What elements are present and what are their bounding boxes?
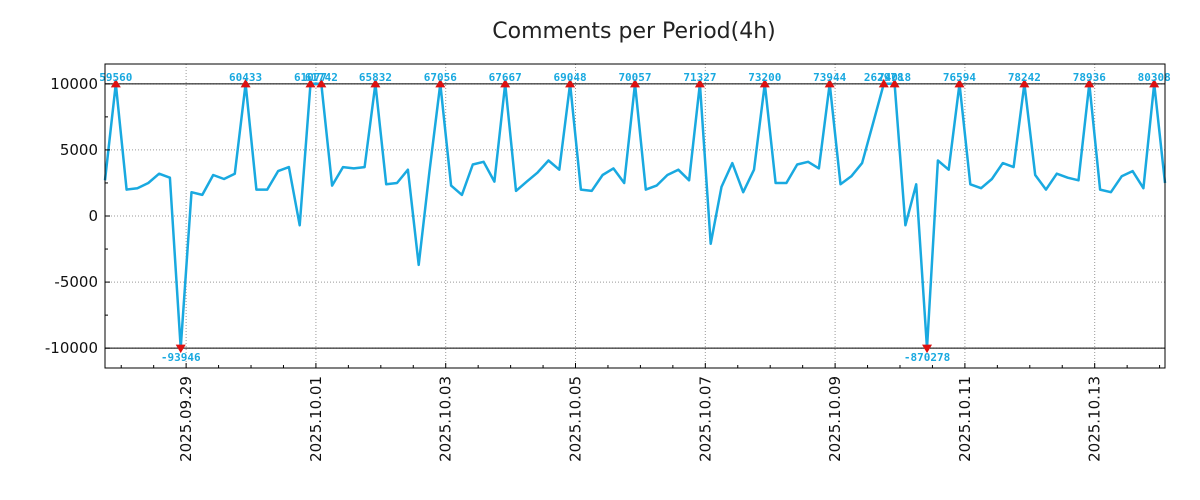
marker-up xyxy=(759,78,770,88)
data-label: 74018 xyxy=(878,71,911,84)
marker-up xyxy=(878,78,889,88)
data-label: 61077 xyxy=(294,71,327,84)
y-axis: -10000 -5000 0 5000 10000 xyxy=(45,75,110,357)
data-label: 59560 xyxy=(99,71,132,84)
marker-up xyxy=(435,78,446,88)
data-label: 70057 xyxy=(618,71,651,84)
marker-down xyxy=(922,344,933,354)
marker-up xyxy=(316,78,327,88)
y-tick-label: 10000 xyxy=(50,75,98,93)
data-label: 69048 xyxy=(554,71,587,84)
y-tick-label: -5000 xyxy=(54,273,98,291)
data-label: 78242 xyxy=(1008,71,1041,84)
x-tick-label: 2025.10.01 xyxy=(307,376,325,462)
chart-title: Comments per Period(4h) xyxy=(492,19,776,44)
x-tick-label: 2025.09.29 xyxy=(177,376,195,462)
data-label: -870278 xyxy=(904,351,950,364)
data-label: 262978 xyxy=(864,71,904,84)
marker-up xyxy=(565,78,576,88)
x-tick-label: 2025.10.13 xyxy=(1086,376,1104,462)
y-tick-label: -10000 xyxy=(45,339,98,357)
y-tick-label: 0 xyxy=(88,207,98,225)
marker-up xyxy=(110,78,121,88)
clip-markers xyxy=(110,78,1160,354)
data-label: 61742 xyxy=(305,71,338,84)
marker-up xyxy=(889,78,900,88)
marker-up xyxy=(1084,78,1095,88)
x-tick-label: 2025.10.05 xyxy=(567,376,585,462)
data-label: 80308 xyxy=(1138,71,1171,84)
marker-up xyxy=(240,78,251,88)
marker-up xyxy=(1019,78,1030,88)
marker-up xyxy=(630,78,640,88)
data-label: 67056 xyxy=(424,71,457,84)
data-label: 73200 xyxy=(748,71,781,84)
data-label: 65832 xyxy=(359,71,392,84)
marker-up xyxy=(500,78,511,88)
x-axis: 2025.09.29 2025.10.01 2025.10.03 2025.10.05… xyxy=(120,363,1161,462)
x-tick-label: 2025.10.11 xyxy=(956,376,974,462)
marker-up xyxy=(954,78,965,88)
x-tick-label: 2025.10.03 xyxy=(437,376,455,462)
marker-up xyxy=(370,78,381,88)
marker-down xyxy=(175,344,186,354)
data-label: 71327 xyxy=(683,71,716,84)
x-tick-label: 2025.10.09 xyxy=(826,376,844,462)
x-tick-label: 2025.10.07 xyxy=(696,376,714,462)
marker-up xyxy=(694,78,705,88)
marker-up xyxy=(1149,78,1160,88)
marker-up xyxy=(305,78,316,88)
data-label: 78936 xyxy=(1073,71,1106,84)
grid xyxy=(105,64,1165,368)
y-tick-label: 5000 xyxy=(60,141,98,159)
data-label: 60433 xyxy=(229,71,262,84)
marker-up xyxy=(824,78,835,88)
data-label: 67667 xyxy=(489,71,522,84)
data-label: -93946 xyxy=(161,351,201,364)
data-label: 76594 xyxy=(943,71,976,84)
data-label: 73944 xyxy=(813,71,846,84)
